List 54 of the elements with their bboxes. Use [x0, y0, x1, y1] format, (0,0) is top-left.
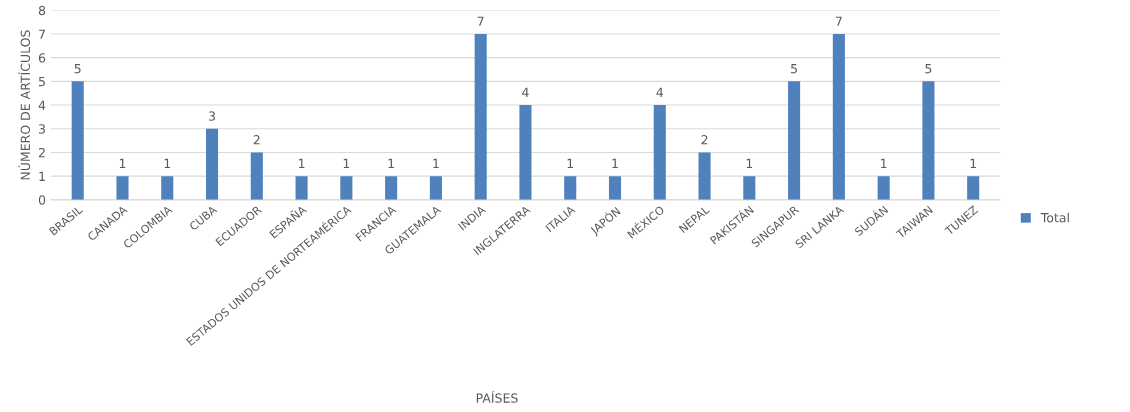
data-label: 1: [612, 158, 618, 168]
x-axis-title: PAÍSES: [476, 391, 518, 403]
data-label: 2: [701, 135, 708, 145]
y-tick-label: 7: [39, 29, 45, 39]
data-label: 1: [343, 158, 350, 168]
data-label: 1: [119, 158, 126, 168]
data-label: 5: [925, 64, 932, 74]
bar: [429, 176, 442, 200]
bar: [743, 176, 756, 200]
bar: [653, 105, 666, 200]
bar: [877, 176, 890, 200]
bar: [340, 176, 353, 200]
y-tick-label: 4: [38, 100, 46, 110]
data-label: 1: [433, 158, 439, 168]
y-tick-label: 0: [38, 195, 46, 205]
data-label: 1: [746, 158, 753, 168]
bar: [922, 81, 935, 200]
bar: [788, 81, 801, 200]
bar: [295, 176, 308, 200]
bar: [161, 176, 174, 200]
data-label: 3: [209, 111, 216, 121]
data-label: 4: [656, 87, 664, 97]
bar: [519, 105, 532, 200]
data-label: 5: [791, 64, 797, 74]
y-tick-label: 3: [38, 124, 45, 134]
y-axis-title: NÚMERO DE ARTÍCULOS: [18, 30, 31, 180]
bar: [385, 176, 398, 200]
data-label: 1: [164, 158, 171, 168]
data-label: 1: [388, 158, 394, 168]
data-label: 5: [74, 64, 81, 74]
bar: [250, 152, 263, 200]
data-label: 1: [298, 158, 305, 168]
bar: [967, 176, 980, 200]
bar: [71, 81, 84, 200]
data-label: 7: [835, 16, 842, 26]
bar: [832, 33, 845, 200]
data-label: 1: [567, 158, 574, 168]
data-label: 7: [477, 16, 484, 26]
bar: [116, 176, 129, 200]
y-tick-label: 5: [39, 77, 45, 87]
bar: [608, 176, 622, 200]
bar: [205, 128, 219, 200]
y-tick-label: 1: [39, 171, 45, 181]
y-tick-label: 8: [38, 5, 46, 16]
y-tick-label: 2: [38, 147, 45, 158]
y-tick-label: 6: [38, 53, 46, 63]
legend-label: Total: [1040, 212, 1069, 223]
bar: [564, 176, 577, 200]
data-label: 1: [970, 158, 977, 168]
bar: [698, 152, 711, 200]
data-label: 1: [881, 158, 887, 168]
bar: [474, 33, 487, 200]
data-label: 2: [253, 135, 260, 145]
data-label: 4: [522, 87, 529, 97]
